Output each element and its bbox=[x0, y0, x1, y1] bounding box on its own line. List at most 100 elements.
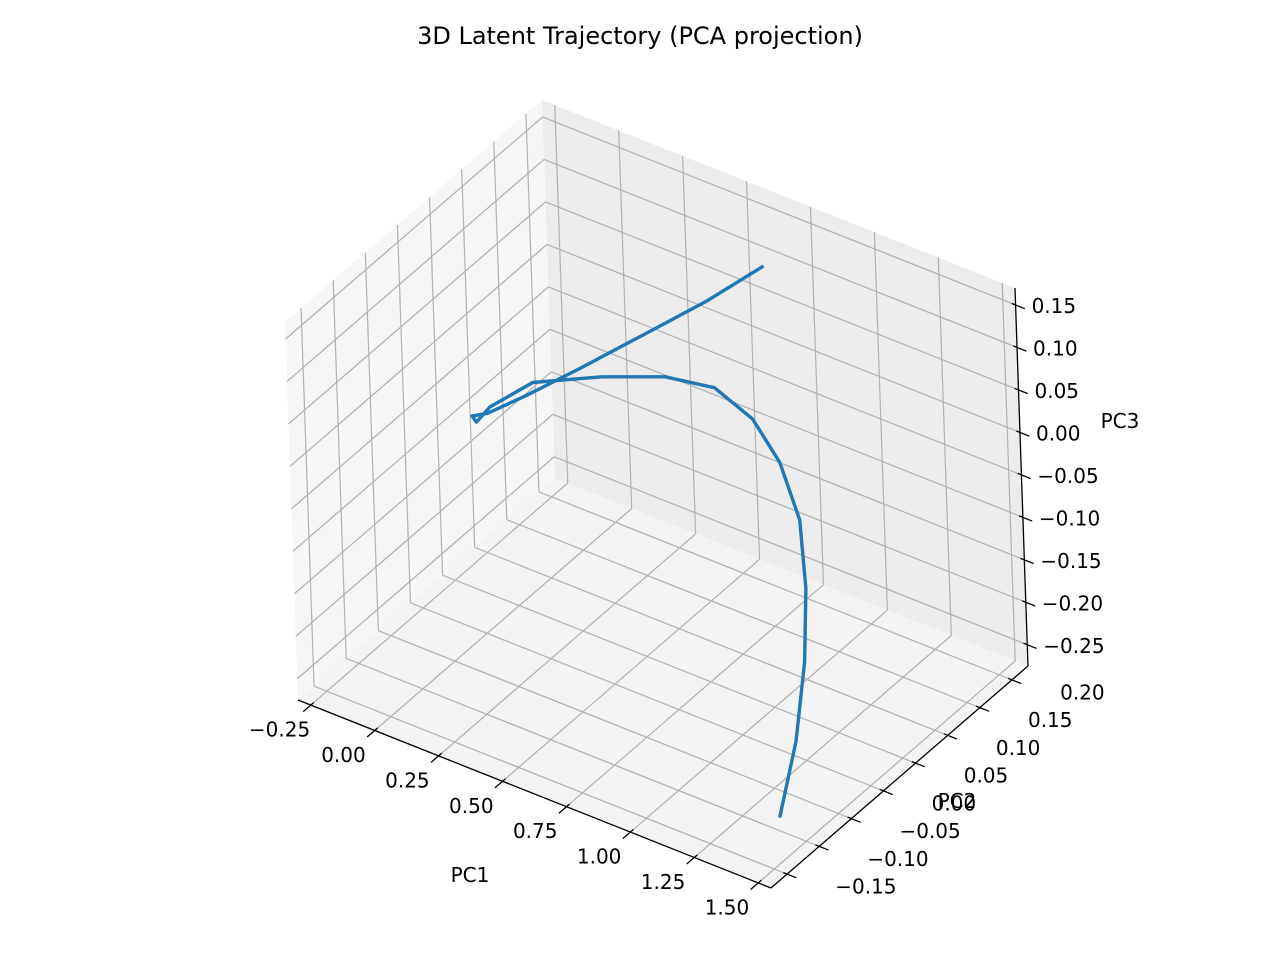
y-axis-line bbox=[770, 665, 1029, 889]
x-tick-label-4: 0.75 bbox=[513, 819, 558, 843]
back-pane bbox=[542, 100, 1028, 666]
z-tick-mark-7 bbox=[1013, 345, 1027, 352]
z-tick-mark-4 bbox=[1017, 472, 1031, 480]
grid-z-left-3 bbox=[292, 328, 551, 552]
grid-x-floor-6 bbox=[693, 635, 952, 858]
y-tick-mark-7 bbox=[1007, 677, 1022, 685]
grid-x-floor-4 bbox=[566, 584, 824, 808]
y-tick-mark-1 bbox=[815, 844, 829, 851]
grid-y-floor-7 bbox=[538, 491, 1013, 681]
z-tick-mark-2 bbox=[1020, 557, 1034, 565]
x-tick-mark-4 bbox=[558, 803, 570, 814]
z-tick-mark-1 bbox=[1021, 600, 1036, 607]
grid-z-back-3 bbox=[549, 328, 1024, 518]
y-tick-mark-5 bbox=[943, 733, 958, 740]
x-tick-mark-0 bbox=[302, 701, 315, 713]
grid-x-back-5 bbox=[873, 232, 888, 611]
grid-z-back-5 bbox=[546, 243, 1021, 433]
x-tick-label-1: 0.00 bbox=[321, 743, 366, 767]
y-tick-label-0: −0.15 bbox=[835, 875, 896, 899]
grid-z-back-7 bbox=[543, 158, 1018, 349]
grid-y-floor-3 bbox=[410, 602, 884, 792]
y-axis-label: PC2 bbox=[938, 789, 977, 813]
y-tick-mark-4 bbox=[911, 761, 926, 768]
grid-x-back-4 bbox=[809, 206, 825, 585]
z-tick-label-2: −0.15 bbox=[1040, 549, 1101, 573]
grid-z-left-8 bbox=[285, 116, 543, 340]
grid-z-back-2 bbox=[551, 371, 1025, 561]
chart-title: 3D Latent Trajectory (PCA projection) bbox=[417, 22, 863, 50]
axis-lines bbox=[297, 287, 1037, 890]
y-tick-mark-6 bbox=[975, 705, 990, 712]
grid-y-floor-0 bbox=[313, 685, 788, 875]
grid-z-left-7 bbox=[286, 159, 545, 382]
grid-y-floor-1 bbox=[345, 657, 820, 847]
series-line-0 bbox=[470, 264, 808, 818]
z-tick-mark-0 bbox=[1023, 642, 1037, 650]
z-tick-mark-3 bbox=[1018, 515, 1033, 522]
grid-y-floor-5 bbox=[474, 546, 948, 736]
grid-z-back-6 bbox=[545, 201, 1019, 391]
series-group bbox=[470, 264, 808, 818]
left-pane bbox=[285, 100, 555, 700]
grid-z-back-1 bbox=[552, 413, 1027, 603]
grid-z-left-4 bbox=[291, 286, 549, 510]
grid-z-left-6 bbox=[288, 201, 546, 425]
axis-panes bbox=[285, 100, 1028, 888]
y-tick-mark-2 bbox=[847, 816, 861, 823]
grid-z-back-4 bbox=[548, 286, 1022, 476]
grid-x-back-7 bbox=[1001, 282, 1016, 661]
grid-z-left-5 bbox=[289, 243, 548, 467]
x-tick-mark-7 bbox=[750, 879, 762, 890]
x-tick-label-3: 0.50 bbox=[449, 794, 494, 818]
z-tick-label-3: −0.10 bbox=[1039, 506, 1100, 530]
grid-z-left-1 bbox=[295, 413, 554, 637]
grid-x-floor-3 bbox=[502, 558, 760, 782]
y-tick-label-3: 0.00 bbox=[932, 791, 977, 815]
x-tick-mark-3 bbox=[494, 778, 506, 789]
z-tick-label-7: 0.10 bbox=[1033, 336, 1078, 360]
y-tick-label-6: 0.15 bbox=[1028, 708, 1073, 732]
grid-x-back-1 bbox=[618, 130, 633, 509]
z-tick-label-0: −0.25 bbox=[1043, 634, 1104, 658]
grid-x-back-3 bbox=[745, 181, 761, 560]
x-tick-label-7: 1.50 bbox=[705, 895, 750, 919]
y-tick-label-1: −0.10 bbox=[867, 847, 928, 871]
x-tick-mark-2 bbox=[430, 752, 443, 763]
grid-z-left-0 bbox=[296, 456, 555, 680]
x-tick-mark-5 bbox=[622, 829, 634, 840]
grid-x-floor-2 bbox=[438, 533, 697, 757]
x-axis-line bbox=[297, 699, 772, 889]
z-tick-label-6: 0.05 bbox=[1035, 379, 1080, 403]
z-tick-mark-8 bbox=[1011, 302, 1026, 310]
grid-y-floor-6 bbox=[506, 519, 981, 709]
grid-x-back-6 bbox=[937, 257, 952, 636]
x-tick-mark-6 bbox=[686, 854, 698, 865]
y-tick-label-7: 0.20 bbox=[1060, 680, 1105, 704]
x-tick-label-0: −0.25 bbox=[249, 718, 310, 742]
grid-z-back-0 bbox=[554, 456, 1028, 646]
x-tick-label-6: 1.25 bbox=[641, 870, 686, 894]
grid-z-back-8 bbox=[542, 116, 1016, 306]
grid-x-floor-0 bbox=[310, 482, 569, 706]
grid-x-floor-5 bbox=[629, 609, 888, 833]
grid-x-back-0 bbox=[554, 105, 569, 484]
x-tick-label-5: 1.00 bbox=[577, 845, 622, 869]
y-tick-label-5: 0.10 bbox=[996, 736, 1041, 760]
z-tick-mark-5 bbox=[1016, 430, 1030, 437]
z-tick-label-5: 0.00 bbox=[1036, 421, 1081, 445]
grid-lines bbox=[285, 105, 1028, 884]
y-tick-mark-0 bbox=[783, 872, 797, 879]
grid-x-back-2 bbox=[682, 155, 697, 534]
tick-labels: −0.25 0.00 0.25 0.50 0.75 1.00 1.25 1.50 −0.15 −0… bbox=[249, 294, 1105, 919]
grid-z-left-2 bbox=[293, 371, 552, 595]
y-tick-label-4: 0.05 bbox=[964, 764, 1009, 788]
grid-y-floor-4 bbox=[442, 574, 916, 764]
grid-y-floor-2 bbox=[378, 630, 852, 820]
z-tick-label-1: −0.20 bbox=[1042, 591, 1103, 615]
z-tick-label-4: −0.05 bbox=[1037, 464, 1098, 488]
x-tick-mark-1 bbox=[366, 727, 379, 738]
x-axis-label: PC1 bbox=[451, 863, 490, 887]
